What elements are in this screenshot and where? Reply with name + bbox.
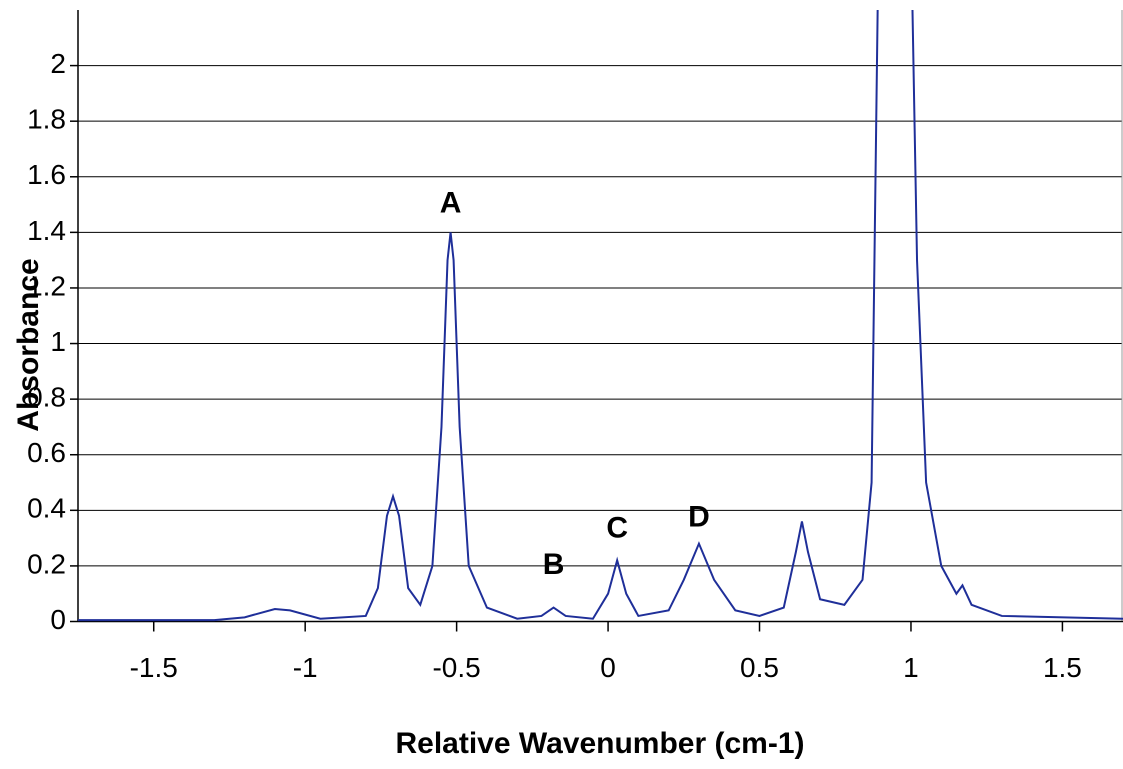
y-tick-label: 0.8 xyxy=(27,382,66,413)
x-tick-label: -1.5 xyxy=(130,652,178,683)
y-axis-label: Absorbance xyxy=(12,258,45,431)
peak-label: C xyxy=(606,512,628,545)
x-tick-label: 0.5 xyxy=(740,652,779,683)
y-tick-label: 1.4 xyxy=(27,215,66,246)
x-tick-label: -1 xyxy=(293,652,318,683)
x-axis-label: Relative Wavenumber (cm-1) xyxy=(395,727,804,760)
y-tick-label: 1.6 xyxy=(27,159,66,190)
x-tick-label: -0.5 xyxy=(432,652,480,683)
y-tick-label: 1 xyxy=(50,326,66,357)
x-tick-label: 0 xyxy=(600,652,616,683)
spectrum-line xyxy=(78,10,1123,622)
y-tick-label: 0.2 xyxy=(27,548,66,579)
x-tick-label: 1 xyxy=(903,652,919,683)
y-tick-label: 0.4 xyxy=(27,493,66,524)
peak-label: A xyxy=(440,186,462,219)
y-tick-label: 0.6 xyxy=(27,437,66,468)
y-tick-label: 0 xyxy=(50,604,66,635)
peak-label: B xyxy=(543,548,565,581)
y-tick-label: 2 xyxy=(50,48,66,79)
peak-label: D xyxy=(688,501,710,534)
x-tick-label: 1.5 xyxy=(1043,652,1082,683)
y-tick-label: 1.2 xyxy=(27,270,66,301)
y-tick-label: 1.8 xyxy=(27,104,66,135)
